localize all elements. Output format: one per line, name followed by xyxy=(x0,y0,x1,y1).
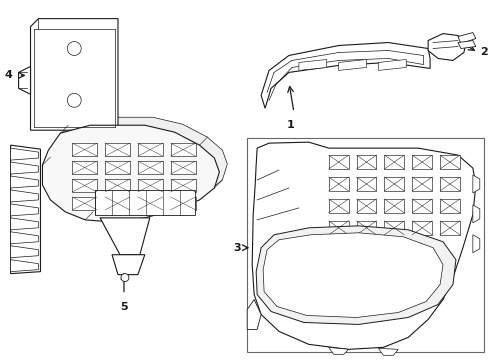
Polygon shape xyxy=(384,199,404,213)
Polygon shape xyxy=(473,175,480,193)
Polygon shape xyxy=(72,143,97,156)
Polygon shape xyxy=(357,177,376,191)
Polygon shape xyxy=(171,197,196,210)
Polygon shape xyxy=(384,221,404,235)
Polygon shape xyxy=(72,161,97,174)
Polygon shape xyxy=(138,179,163,192)
Polygon shape xyxy=(458,32,476,44)
Polygon shape xyxy=(247,300,261,329)
Polygon shape xyxy=(72,197,97,210)
Polygon shape xyxy=(357,155,376,169)
Text: 4: 4 xyxy=(5,71,13,80)
Text: 3: 3 xyxy=(234,243,241,253)
Polygon shape xyxy=(473,205,480,223)
Polygon shape xyxy=(11,218,39,230)
Circle shape xyxy=(67,41,81,55)
Polygon shape xyxy=(440,155,460,169)
Polygon shape xyxy=(95,190,195,215)
Polygon shape xyxy=(11,246,39,258)
Polygon shape xyxy=(11,162,39,174)
Polygon shape xyxy=(357,199,376,213)
Polygon shape xyxy=(357,221,376,235)
Polygon shape xyxy=(339,59,367,71)
Polygon shape xyxy=(440,221,460,235)
Polygon shape xyxy=(299,59,327,71)
Polygon shape xyxy=(412,177,432,191)
Polygon shape xyxy=(11,148,39,160)
Polygon shape xyxy=(72,179,97,192)
Polygon shape xyxy=(11,232,39,244)
Polygon shape xyxy=(247,138,484,352)
Polygon shape xyxy=(138,161,163,174)
Polygon shape xyxy=(50,117,227,214)
Circle shape xyxy=(121,274,129,282)
Polygon shape xyxy=(256,226,456,324)
Polygon shape xyxy=(43,125,220,222)
Polygon shape xyxy=(105,161,130,174)
Circle shape xyxy=(67,93,81,107)
Polygon shape xyxy=(440,177,460,191)
Text: 1: 1 xyxy=(287,120,295,130)
Text: 5: 5 xyxy=(120,302,128,311)
Polygon shape xyxy=(473,235,480,253)
Polygon shape xyxy=(171,179,196,192)
Polygon shape xyxy=(11,204,39,216)
Polygon shape xyxy=(105,179,130,192)
Polygon shape xyxy=(329,155,348,169)
Polygon shape xyxy=(384,177,404,191)
Polygon shape xyxy=(329,221,348,235)
Polygon shape xyxy=(329,177,348,191)
Polygon shape xyxy=(11,145,41,274)
Polygon shape xyxy=(412,155,432,169)
Polygon shape xyxy=(105,143,130,156)
Polygon shape xyxy=(412,199,432,213)
Polygon shape xyxy=(263,233,443,318)
Polygon shape xyxy=(261,42,430,108)
Polygon shape xyxy=(19,67,30,94)
Polygon shape xyxy=(378,59,406,71)
Polygon shape xyxy=(171,143,196,156)
Polygon shape xyxy=(412,221,432,235)
Polygon shape xyxy=(138,197,163,210)
Polygon shape xyxy=(458,41,476,49)
Polygon shape xyxy=(440,199,460,213)
Polygon shape xyxy=(252,142,476,349)
Polygon shape xyxy=(384,155,404,169)
Polygon shape xyxy=(171,161,196,174)
Polygon shape xyxy=(30,19,118,130)
Text: 2: 2 xyxy=(480,48,488,58)
Polygon shape xyxy=(329,347,348,354)
Polygon shape xyxy=(138,143,163,156)
Polygon shape xyxy=(112,255,145,275)
Polygon shape xyxy=(428,33,466,60)
Polygon shape xyxy=(11,176,39,188)
Polygon shape xyxy=(378,348,398,355)
Polygon shape xyxy=(329,199,348,213)
Polygon shape xyxy=(100,218,150,255)
Polygon shape xyxy=(11,260,39,272)
Polygon shape xyxy=(105,197,130,210)
Polygon shape xyxy=(11,190,39,202)
